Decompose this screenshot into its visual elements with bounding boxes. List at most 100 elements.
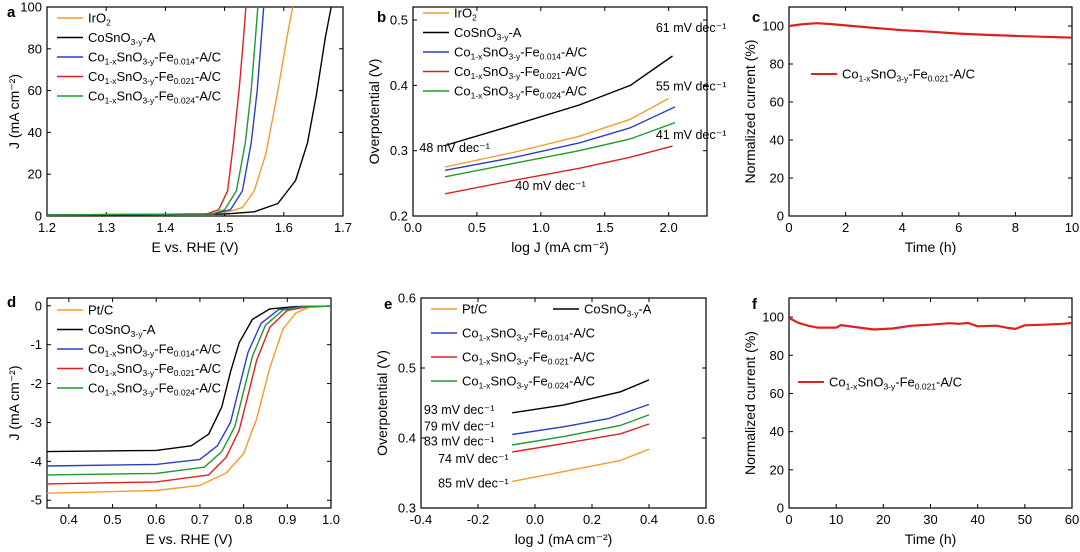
y-tick-label: -5 (30, 493, 42, 508)
legend-label: Pt/C (88, 303, 113, 318)
legend-label: Co1-xSnO3-y-Fe0.014-A/C (88, 342, 221, 359)
slope-annotation: 41 mV dec⁻¹ (656, 128, 727, 142)
slope-annotation: 83 mV dec⁻¹ (424, 435, 495, 449)
series-line-4 (512, 414, 650, 446)
x-tick-label: 8 (1012, 220, 1019, 235)
legend-label: Co1-xSnO3-y-Fe0.021-A/C (88, 361, 221, 378)
y-tick-label: 100 (762, 19, 784, 34)
x-tick-label: 0.5 (103, 512, 121, 527)
x-tick-label: 1.2 (38, 220, 56, 235)
legend-label: Co1-xSnO3-y-Fe0.024-A/C (454, 84, 587, 101)
panel-a: 1.2 1.3 1.4 1.5 1.6 1.7 0 20 40 60 80 100 E vs. RHE … (6, 0, 352, 255)
x-tick-label: 0.9 (278, 512, 296, 527)
legend-label: Co1-xSnO3-y-Fe0.021-A/C (454, 64, 587, 81)
x-axis-label: log J (mA cm⁻²) (515, 531, 613, 547)
x-tick-label: 10 (829, 512, 843, 527)
legend-label: Co1-xSnO3-y-Fe0.024-A/C (88, 89, 221, 106)
x-axis-label: Time (h) (905, 531, 957, 547)
slope-annotation: 79 mV dec⁻¹ (424, 419, 495, 433)
panel-d: 0.4 0.5 0.6 0.7 0.8 0.9 1.0 0 -1 -2 -3 -4 -5 E vs. RH… (6, 294, 340, 547)
x-tick-label: 1.5 (596, 220, 614, 235)
y-tick-label: 0 (35, 209, 42, 224)
plot-frame (788, 6, 1073, 217)
y-tick-label: 0 (777, 501, 784, 516)
x-tick-label: 30 (923, 512, 937, 527)
series-line-3 (512, 423, 650, 453)
panel-letter: d (7, 294, 16, 311)
x-tick-label: 4 (899, 220, 906, 235)
legend: IrO2 CoSnO3-y-A Co1-xSnO3-y-Fe0.014-A/C Co1… (57, 11, 221, 106)
panel-e: -0.4 -0.2 0.0 0.2 0.4 0.6 0.3 0.4 0.5 0.6 log J (m… (374, 291, 715, 548)
y-axis-label: Normalized current (%) (742, 40, 758, 184)
x-tick-label: 0 (785, 220, 792, 235)
y-tick-label: 20 (770, 171, 784, 186)
y-tick-label: 80 (770, 348, 784, 363)
legend-label: Co1-xSnO3-y-Fe0.021-A/C (88, 69, 221, 86)
x-tick-label: 1.0 (322, 512, 340, 527)
x-tick-label: 0.0 (404, 220, 422, 235)
series-line-3 (47, 305, 331, 485)
series-line-0 (444, 97, 670, 168)
slope-annotation: 85 mV dec⁻¹ (438, 477, 509, 491)
x-tick-label: 0.8 (235, 512, 253, 527)
y-tick-label: 0.5 (398, 361, 416, 376)
x-tick-label: 0 (785, 512, 792, 527)
legend-label: Co1-xSnO3-y-Fe0.014-A/C (88, 50, 221, 67)
series-line-2 (47, 305, 331, 467)
series-line-1 (47, 305, 331, 453)
y-tick-label: 20 (770, 462, 784, 477)
legend: Pt/C CoSnO3-y-A Co1-xSnO3-y-Fe0.014-A/C Co1… (431, 302, 652, 391)
series-line-4 (47, 7, 259, 216)
panel-f: 0 10 20 30 40 50 60 0 20 40 60 80 100 Time (h) Normali… (742, 296, 1079, 547)
y-tick-label: 0 (777, 209, 784, 224)
x-axis-label: E vs. RHE (V) (145, 531, 232, 547)
plot-frame (420, 297, 707, 509)
legend-label: Co1-xSnO3-y-Fe0.024-A/C (88, 381, 221, 398)
y-axis-label: Normalized current (%) (742, 331, 758, 475)
series-line-1 (512, 379, 650, 414)
plot-frame (412, 6, 708, 217)
y-tick-label: 0.3 (390, 143, 408, 158)
series-line-0 (789, 317, 1072, 331)
x-axis-label: E vs. RHE (V) (151, 239, 238, 255)
series-line-4 (47, 305, 331, 476)
legend-label: IrO2 (454, 6, 477, 23)
x-tick-label: 40 (970, 512, 984, 527)
legend-label: CoSnO3-y-A (454, 25, 522, 42)
x-tick-label: 60 (1065, 512, 1079, 527)
y-tick-label: -3 (30, 415, 42, 430)
slope-annotation: 93 mV dec⁻¹ (424, 403, 495, 417)
x-tick-label: 0.4 (640, 512, 658, 527)
x-tick-label: 0.2 (583, 512, 601, 527)
y-tick-label: 60 (28, 83, 42, 98)
x-tick-label: 1.7 (334, 220, 352, 235)
series-line-3 (47, 7, 247, 216)
x-tick-label: 0.7 (191, 512, 209, 527)
panel-letter: b (377, 9, 386, 26)
plot-frame (788, 297, 1073, 509)
plot-frame (46, 297, 332, 509)
x-tick-label: 1.0 (532, 220, 550, 235)
series-line-2 (444, 106, 676, 171)
slope-annotation: 61 mV dec⁻¹ (656, 21, 727, 35)
y-tick-label: -4 (30, 454, 42, 469)
slope-annotation: 74 mV dec⁻¹ (438, 452, 509, 466)
x-tick-label: 1.4 (156, 220, 174, 235)
y-tick-label: 80 (28, 41, 42, 56)
x-tick-label: 1.5 (216, 220, 234, 235)
legend-label: CoSnO3-y-A (88, 322, 156, 339)
y-tick-label: 0 (35, 298, 42, 313)
legend-label: Co1-xSnO3-y-Fe0.021-A/C (842, 67, 975, 84)
y-tick-label: 100 (20, 0, 42, 15)
legend-label: Co1-xSnO3-y-Fe0.014-A/C (454, 45, 587, 62)
y-axis-label: J (mA cm⁻²) (6, 74, 22, 149)
x-tick-label: 0.6 (697, 512, 715, 527)
x-tick-label: -0.2 (467, 512, 489, 527)
y-tick-label: 60 (770, 95, 784, 110)
x-axis-label: Time (h) (905, 239, 957, 255)
legend: Co1-xSnO3-y-Fe0.021-A/C (811, 67, 975, 84)
legend-label: CoSnO3-y-A (584, 302, 652, 319)
x-axis-label: log J (mA cm⁻²) (511, 239, 609, 255)
